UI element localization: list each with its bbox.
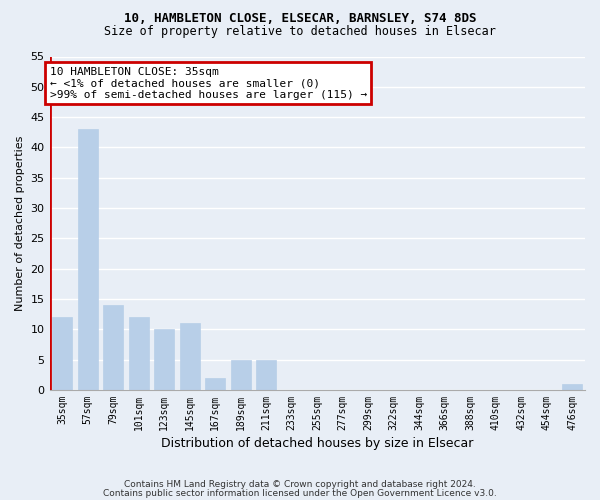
Bar [128, 317, 149, 390]
Text: Contains HM Land Registry data © Crown copyright and database right 2024.: Contains HM Land Registry data © Crown c… [124, 480, 476, 489]
Bar [562, 384, 583, 390]
Y-axis label: Number of detached properties: Number of detached properties [15, 136, 25, 311]
Text: 10, HAMBLETON CLOSE, ELSECAR, BARNSLEY, S74 8DS: 10, HAMBLETON CLOSE, ELSECAR, BARNSLEY, … [124, 12, 476, 26]
Text: Contains public sector information licensed under the Open Government Licence v3: Contains public sector information licen… [103, 488, 497, 498]
Bar [103, 305, 124, 390]
Bar [179, 324, 200, 390]
Bar [230, 360, 251, 390]
Text: Size of property relative to detached houses in Elsecar: Size of property relative to detached ho… [104, 25, 496, 38]
Bar [52, 317, 73, 390]
Bar [205, 378, 226, 390]
Bar [154, 330, 175, 390]
Bar [256, 360, 277, 390]
X-axis label: Distribution of detached houses by size in Elsecar: Distribution of detached houses by size … [161, 437, 473, 450]
Text: 10 HAMBLETON CLOSE: 35sqm
← <1% of detached houses are smaller (0)
>99% of semi-: 10 HAMBLETON CLOSE: 35sqm ← <1% of detac… [50, 66, 367, 100]
Bar [77, 130, 98, 390]
